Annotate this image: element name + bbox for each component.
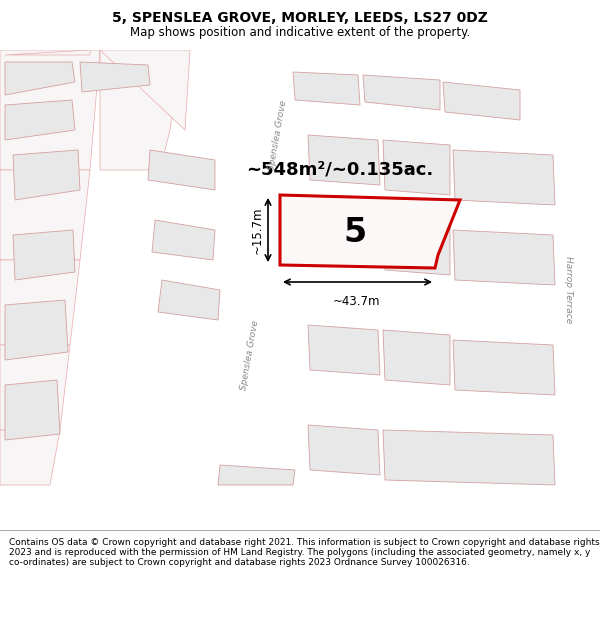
Polygon shape xyxy=(148,150,215,190)
Polygon shape xyxy=(0,170,90,260)
Text: ~548m²/~0.135ac.: ~548m²/~0.135ac. xyxy=(247,161,434,179)
Polygon shape xyxy=(218,465,295,485)
Polygon shape xyxy=(0,345,70,430)
Polygon shape xyxy=(383,430,555,485)
Text: Spenslea Grove: Spenslea Grove xyxy=(239,319,260,391)
Text: 5: 5 xyxy=(343,216,367,249)
Polygon shape xyxy=(158,280,220,320)
Polygon shape xyxy=(363,75,440,110)
Text: ~43.7m: ~43.7m xyxy=(333,295,381,308)
Bar xyxy=(0,50,600,115)
Polygon shape xyxy=(280,195,460,268)
Text: ~15.7m: ~15.7m xyxy=(251,206,264,254)
Polygon shape xyxy=(5,62,75,95)
Polygon shape xyxy=(195,50,292,530)
Polygon shape xyxy=(0,260,80,345)
Text: 5, SPENSLEA GROVE, MORLEY, LEEDS, LS27 0DZ: 5, SPENSLEA GROVE, MORLEY, LEEDS, LS27 0… xyxy=(112,11,488,25)
Polygon shape xyxy=(5,50,90,55)
Polygon shape xyxy=(258,50,295,200)
Polygon shape xyxy=(453,150,555,205)
Polygon shape xyxy=(0,50,100,170)
Text: Contains OS data © Crown copyright and database right 2021. This information is : Contains OS data © Crown copyright and d… xyxy=(9,538,599,568)
Polygon shape xyxy=(308,325,380,375)
Polygon shape xyxy=(100,50,180,170)
Polygon shape xyxy=(308,135,380,185)
Text: Spenslea Grove: Spenslea Grove xyxy=(268,99,289,171)
Polygon shape xyxy=(152,220,215,260)
Polygon shape xyxy=(383,220,450,275)
Polygon shape xyxy=(308,215,380,265)
Polygon shape xyxy=(185,200,278,530)
Polygon shape xyxy=(0,430,60,485)
Polygon shape xyxy=(383,330,450,385)
Text: Map shows position and indicative extent of the property.: Map shows position and indicative extent… xyxy=(130,26,470,39)
Polygon shape xyxy=(383,140,450,195)
Polygon shape xyxy=(555,50,580,530)
Polygon shape xyxy=(293,72,360,105)
Polygon shape xyxy=(5,100,75,140)
Polygon shape xyxy=(80,62,150,92)
Polygon shape xyxy=(453,340,555,395)
Bar xyxy=(0,485,600,530)
Polygon shape xyxy=(443,82,520,120)
Polygon shape xyxy=(308,425,380,475)
Polygon shape xyxy=(5,380,60,440)
Polygon shape xyxy=(13,230,75,280)
Polygon shape xyxy=(13,150,80,200)
Polygon shape xyxy=(453,230,555,285)
Polygon shape xyxy=(100,50,190,130)
Text: Harrop Terrace: Harrop Terrace xyxy=(563,256,572,324)
Polygon shape xyxy=(5,300,68,360)
